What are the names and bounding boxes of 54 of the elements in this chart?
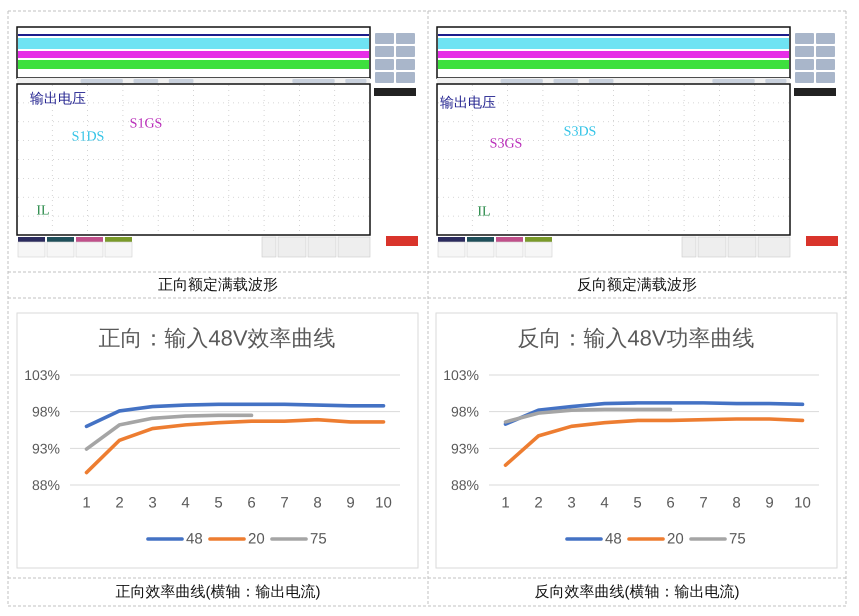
legend-label: 20	[248, 530, 265, 548]
x-tick-label: 5	[214, 494, 223, 512]
x-tick-label: 8	[732, 494, 741, 512]
x-tick-label: 5	[633, 494, 642, 512]
x-tick-label: 8	[313, 494, 322, 512]
x-tick-label: 2	[115, 494, 124, 512]
line-series	[504, 408, 672, 424]
y-tick-label: 103%	[24, 367, 60, 383]
x-tick-label: 1	[82, 494, 91, 512]
text: S1DS	[72, 130, 104, 144]
text: S3DS	[564, 124, 596, 140]
legend-label: 48	[605, 530, 622, 548]
line-series	[84, 418, 386, 474]
text: 正向效率曲线(横轴：输出电流)	[116, 584, 320, 600]
y-tick-label: 98%	[32, 404, 60, 420]
legend-label: 20	[667, 530, 684, 548]
y-tick-label: 88%	[32, 477, 60, 493]
x-tick-label: 10	[375, 494, 392, 512]
x-tick-label: 3	[148, 494, 157, 512]
y-tick-label: 88%	[450, 477, 479, 493]
chart-title: 正向：输入48V效率曲线	[98, 326, 336, 350]
line-series	[84, 414, 254, 451]
x-tick-label: 9	[765, 494, 774, 512]
text: S1GS	[130, 116, 162, 132]
text: IL	[36, 204, 50, 218]
y-tick-label: 103%	[443, 367, 479, 383]
x-tick-label: 9	[346, 494, 355, 512]
x-tick-label: 4	[181, 494, 190, 512]
text: 反向额定满载波形	[577, 276, 697, 294]
text: S3GS	[490, 136, 522, 152]
text: IL	[477, 204, 491, 220]
x-tick-label: 2	[534, 494, 543, 512]
line-series	[504, 401, 804, 426]
x-tick-label: 6	[247, 494, 256, 512]
x-tick-label: 4	[600, 494, 609, 512]
line-series	[504, 417, 804, 467]
y-tick-label: 93%	[450, 440, 479, 456]
legend-label: 75	[729, 530, 746, 548]
text: 正向额定满载波形	[158, 276, 278, 294]
x-tick-label: 3	[567, 494, 576, 512]
x-tick-label: 6	[666, 494, 675, 512]
x-tick-label: 1	[501, 494, 510, 512]
legend-label: 75	[310, 530, 327, 548]
text: 输出电压	[30, 90, 86, 106]
text: 反向效率曲线(横轴：输出电流)	[534, 584, 740, 600]
y-tick-label: 93%	[32, 440, 60, 456]
y-tick-label: 98%	[450, 404, 479, 420]
chart-title: 反向：输入48V功率曲线	[517, 326, 755, 350]
x-tick-label: 10	[794, 494, 811, 512]
x-tick-label: 7	[699, 494, 708, 512]
x-tick-label: 7	[280, 494, 289, 512]
text: 输出电压	[440, 94, 496, 110]
line-series	[84, 402, 386, 428]
legend-label: 48	[186, 530, 203, 548]
